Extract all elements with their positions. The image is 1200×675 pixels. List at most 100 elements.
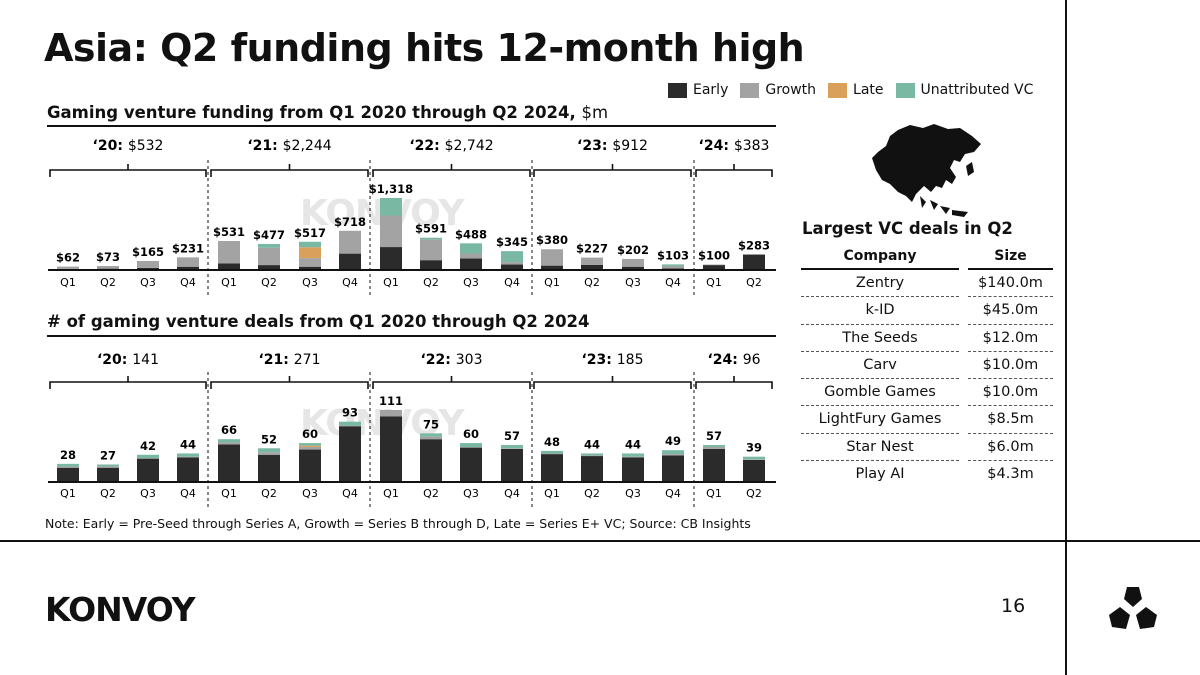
deals-bar-unattributed xyxy=(97,464,119,467)
deals-bar-early xyxy=(258,454,280,482)
chart-legend: Early Growth Late Unattributed VC xyxy=(668,82,1033,98)
header-size: Size xyxy=(968,243,1053,270)
funding-bar-early xyxy=(299,266,321,270)
deals-bar-growth xyxy=(581,455,603,457)
funding-tick-label: Q1 xyxy=(706,276,722,289)
deals-bar-early xyxy=(581,456,603,482)
funding-tick-label: Q2 xyxy=(261,276,277,289)
funding-bar-early xyxy=(177,266,199,270)
funding-data-label: $488 xyxy=(455,227,487,241)
deals-data-label: 28 xyxy=(60,448,76,462)
table-row: Zentry $140.0m xyxy=(801,270,1053,298)
company-cell: Play AI xyxy=(855,466,905,483)
legend-label: Unattributed VC xyxy=(920,82,1034,98)
funding-bar-late xyxy=(299,247,321,259)
legend-label: Late xyxy=(853,82,884,98)
funding-bar-unattributed xyxy=(460,243,482,254)
funding-data-label: $100 xyxy=(698,249,730,263)
funding-bar-growth xyxy=(299,258,321,267)
deals-bar-unattributed xyxy=(622,453,644,457)
funding-bar-growth xyxy=(622,258,644,267)
deals-bar-growth xyxy=(460,446,482,448)
funding-bar-unattributed xyxy=(299,241,321,248)
deals-bar-unattributed xyxy=(218,439,240,443)
legend-item-late: Late xyxy=(828,82,884,98)
deals-bar-growth xyxy=(380,410,402,417)
deals-bar-unattributed xyxy=(420,433,442,437)
deals-data-label: 49 xyxy=(665,434,681,448)
deals-tick-label: Q1 xyxy=(221,487,237,500)
deals-bar-growth xyxy=(97,466,119,468)
deals-data-label: 44 xyxy=(584,437,600,451)
deals-year-label: ‘24: 96 xyxy=(707,352,760,368)
deals-data-label: 52 xyxy=(261,432,277,446)
deals-tick-label: Q3 xyxy=(140,487,156,500)
deals-year-label: ‘21: 271 xyxy=(258,352,320,368)
deals-data-label: 27 xyxy=(100,448,116,462)
deals-tick-label: Q2 xyxy=(100,487,116,500)
deals-bar-growth xyxy=(258,452,280,455)
funding-bar-growth xyxy=(137,260,159,268)
deals-year-label: ‘23: 185 xyxy=(581,352,643,368)
deals-data-label: 66 xyxy=(221,423,237,437)
deals-bar-early xyxy=(541,454,563,482)
deals-data-label: 57 xyxy=(504,429,520,443)
deals-bar-growth xyxy=(622,456,644,458)
funding-data-label: $591 xyxy=(415,222,447,236)
table-row: Play AI $4.3m xyxy=(801,461,1053,488)
deals-tick-label: Q4 xyxy=(342,487,358,500)
funding-data-label: $531 xyxy=(213,225,245,239)
funding-data-label: $1,318 xyxy=(369,182,413,196)
legend-label: Growth xyxy=(765,82,817,98)
deals-tick-label: Q2 xyxy=(746,487,762,500)
funding-tick-label: Q4 xyxy=(504,276,520,289)
deals-data-label: 111 xyxy=(379,394,403,408)
funding-bar-growth xyxy=(339,230,361,254)
funding-year-bracket xyxy=(210,164,369,177)
funding-bar-early xyxy=(380,247,402,270)
funding-bar-growth xyxy=(57,266,79,269)
funding-data-label: $165 xyxy=(132,245,164,259)
funding-bar-early xyxy=(541,265,563,270)
deals-tick-label: Q3 xyxy=(463,487,479,500)
deals-bar-unattributed xyxy=(460,443,482,447)
konvoy-mark-icon xyxy=(1109,587,1157,629)
size-cell: $4.3m xyxy=(987,466,1034,483)
deals-bar-growth xyxy=(501,448,523,449)
funding-data-label: $103 xyxy=(657,248,689,262)
legend-swatch-early xyxy=(668,82,687,98)
deals-year-bracket xyxy=(49,376,207,389)
deals-bar-growth xyxy=(743,459,765,460)
deals-bar-unattributed xyxy=(177,453,199,457)
deals-tick-label: Q4 xyxy=(665,487,681,500)
funding-bar-unattributed xyxy=(420,237,442,240)
deals-year-bracket xyxy=(372,376,531,389)
table-row: Gomble Games $10.0m xyxy=(801,379,1053,407)
funding-data-label: $477 xyxy=(253,228,285,242)
deals-bar-unattributed xyxy=(743,456,765,460)
deals-bar-early xyxy=(57,467,79,482)
funding-tick-label: Q2 xyxy=(746,276,762,289)
funding-bar-early xyxy=(258,265,280,270)
deals-bar-unattributed xyxy=(581,453,603,456)
deals-bar-growth xyxy=(137,458,159,459)
funding-bar-early xyxy=(420,260,442,270)
deals-bar-early xyxy=(177,457,199,482)
funding-data-label: $202 xyxy=(617,243,649,257)
deals-bar-early xyxy=(662,455,684,482)
deals-bar-unattributed xyxy=(501,445,523,449)
company-cell: LightFury Games xyxy=(801,406,959,434)
funding-chart-title: Gaming venture funding from Q1 2020 thro… xyxy=(47,103,608,122)
funding-tick-label: Q3 xyxy=(463,276,479,289)
funding-tick-label: Q1 xyxy=(60,276,76,289)
funding-tick-label: Q2 xyxy=(584,276,600,289)
size-cell: $10.0m xyxy=(968,352,1053,380)
deals-tick-label: Q1 xyxy=(383,487,399,500)
funding-year-bracket xyxy=(372,164,531,177)
deals-year-label: ‘20: 141 xyxy=(97,352,159,368)
funding-bar-early xyxy=(460,258,482,270)
funding-bar-early xyxy=(703,265,725,270)
funding-bar-early xyxy=(137,267,159,270)
funding-bar-early xyxy=(339,253,361,270)
